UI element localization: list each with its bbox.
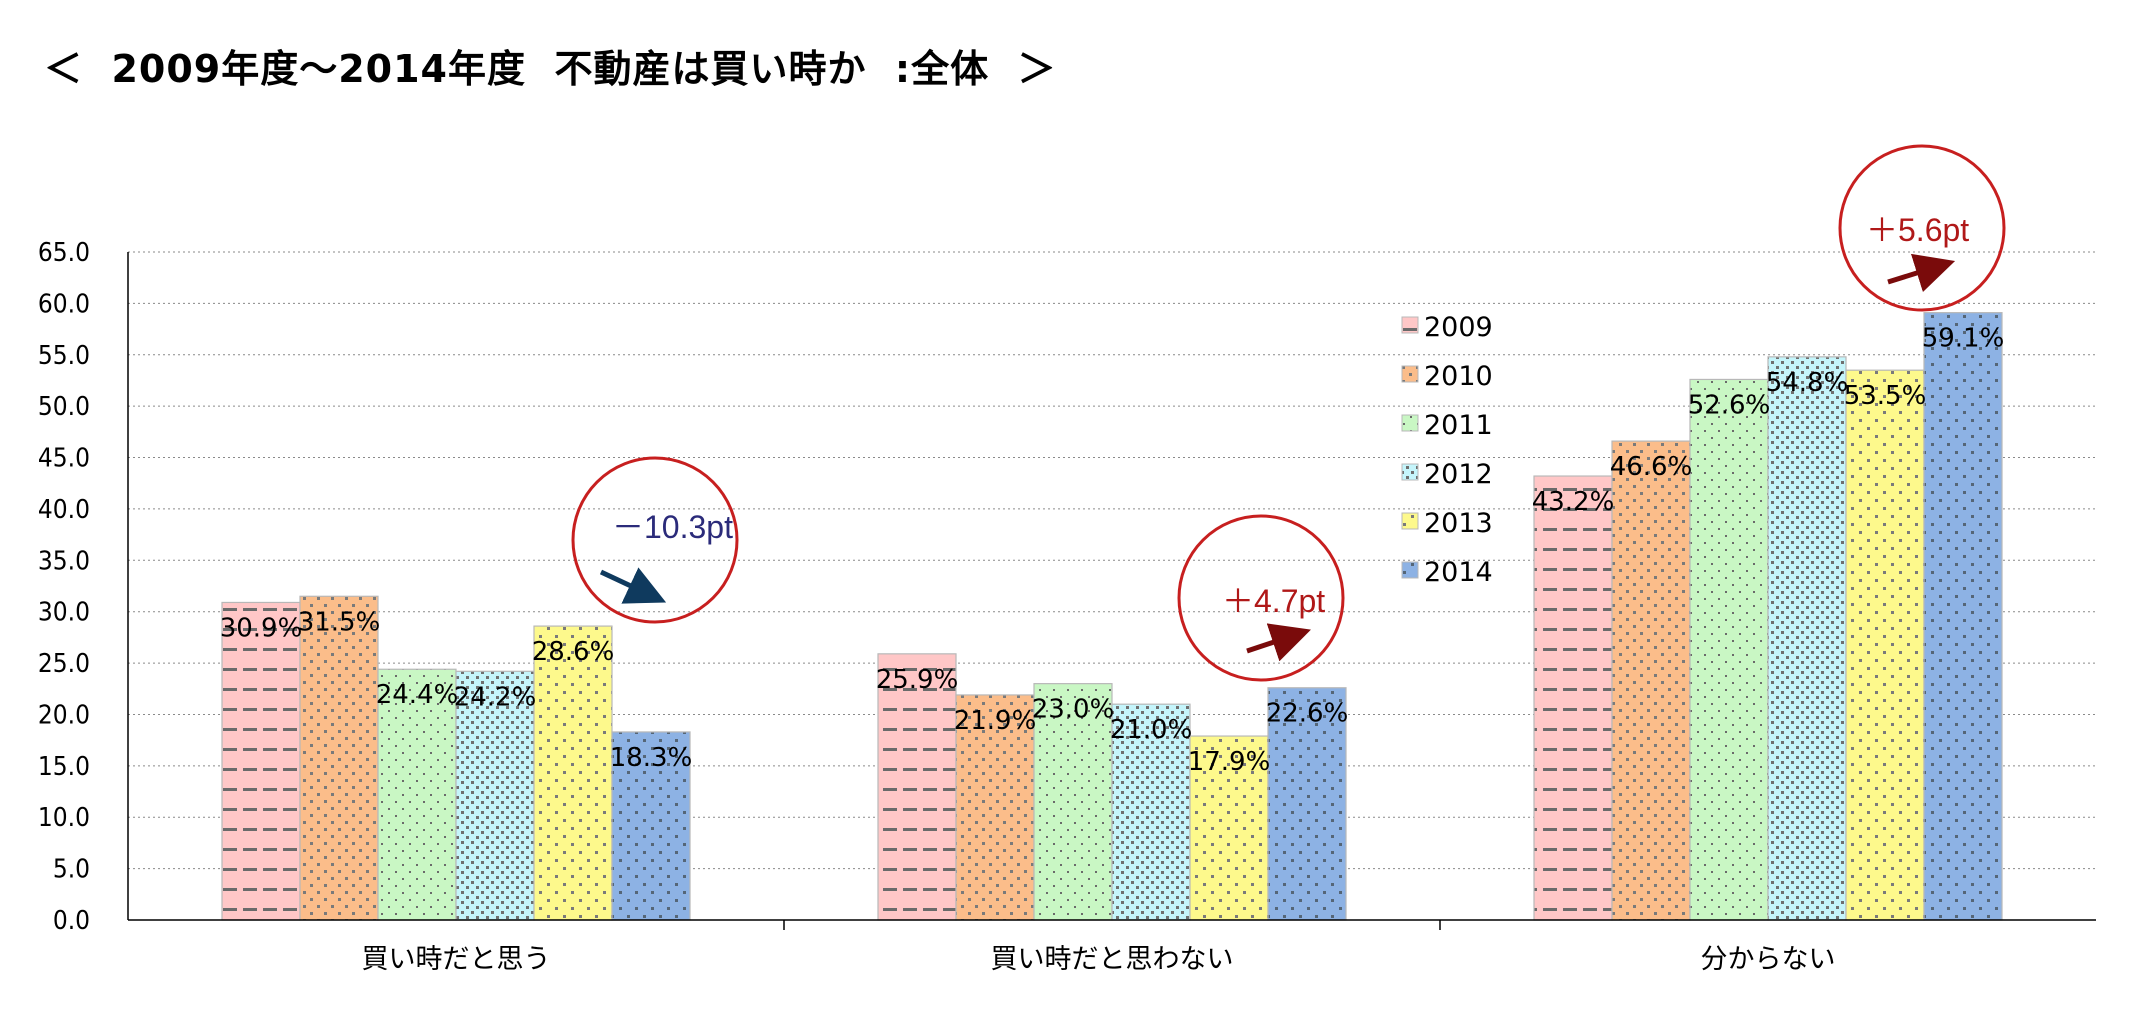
data-label-2011-2: 52.6% [1688, 390, 1771, 420]
bar-2010-0 [299, 595, 379, 921]
legend-label-2013: 2013 [1424, 508, 1493, 539]
bar-2011-1 [1033, 683, 1113, 921]
legend-swatch-2010 [1401, 365, 1419, 383]
annotation-circle-2 [1838, 144, 2006, 312]
y-tick-label: 45.0 [38, 444, 90, 474]
legend-swatch-2013 [1401, 512, 1419, 530]
annotation-arrow-0 [599, 567, 667, 604]
category-label-1: 買い時だと思わない [991, 944, 1234, 975]
data-label-2013-1: 17.9% [1188, 747, 1271, 777]
annotation-arrow-1 [1246, 623, 1311, 662]
bar-2012-0 [455, 670, 535, 921]
annotation-circle-1 [1177, 514, 1345, 682]
y-tick-label: 0.0 [53, 906, 90, 936]
data-label-2010-0: 31.5% [298, 607, 381, 637]
bar-2014-1 [1267, 687, 1347, 921]
page-title: ＜ 2009年度～2014年度 不動産は買い時か :全体 ＞ [44, 47, 1057, 91]
data-label-2014-2: 59.1% [1922, 324, 2005, 354]
data-label-2011-0: 24.4% [376, 680, 459, 710]
legend-swatch-2014 [1401, 561, 1419, 579]
data-label-2009-2: 43.2% [1532, 487, 1615, 517]
legend-label-2010: 2010 [1424, 361, 1493, 392]
data-label-2012-1: 21.0% [1110, 715, 1193, 745]
data-label-2010-2: 46.6% [1610, 452, 1693, 482]
bar-2009-0 [221, 601, 301, 921]
y-tick-label: 30.0 [38, 598, 90, 628]
data-label-2012-2: 54.8% [1766, 368, 1849, 398]
y-tick-label: 15.0 [38, 752, 90, 782]
bar-2012-2 [1767, 356, 1847, 921]
data-label-2009-1: 25.9% [876, 665, 959, 695]
y-tick-label: 35.0 [38, 546, 90, 576]
legend-label-2009: 2009 [1424, 312, 1493, 343]
y-tick-label: 20.0 [38, 700, 90, 730]
legend-label-2011: 2011 [1424, 410, 1493, 441]
bar-2013-1 [1189, 735, 1269, 921]
data-label-2012-0: 24.2% [454, 682, 537, 712]
category-label-0: 買い時だと思う [362, 944, 551, 975]
y-tick-label: 50.0 [38, 392, 90, 422]
bar-2013-2 [1845, 369, 1925, 921]
annotation-text-0: －10.3pt [612, 509, 733, 545]
legend-swatch-2009 [1401, 316, 1419, 334]
bar-2009-2 [1533, 475, 1613, 921]
y-tick-label: 40.0 [38, 495, 90, 525]
data-label-2013-0: 28.6% [532, 637, 615, 667]
bar-2012-1 [1111, 703, 1191, 921]
bar-2014-2 [1923, 312, 2003, 921]
bar-2013-0 [533, 625, 613, 921]
bar-2010-1 [955, 694, 1035, 921]
y-tick-label: 60.0 [38, 289, 90, 319]
y-tick-label: 10.0 [38, 803, 90, 833]
data-label-2011-1: 23.0% [1032, 695, 1115, 725]
data-label-2009-0: 30.9% [220, 613, 303, 643]
data-label-2014-0: 18.3% [610, 743, 693, 773]
data-label-2010-1: 21.9% [954, 706, 1037, 736]
legend-label-2012: 2012 [1424, 459, 1493, 490]
y-tick-label: 5.0 [53, 855, 90, 885]
legend-swatch-2012 [1401, 463, 1419, 481]
bar-2011-2 [1689, 378, 1769, 921]
data-label-2013-2: 53.5% [1844, 381, 1927, 411]
bar-2014-0 [611, 731, 691, 921]
annotation-arrow-2 [1887, 253, 1956, 293]
legend-swatch-2011 [1401, 414, 1419, 432]
data-label-2014-1: 22.6% [1266, 699, 1349, 729]
bar-2010-2 [1611, 440, 1691, 921]
annotation-text-2: ＋5.6pt [1866, 212, 1969, 248]
category-label-2: 分からない [1701, 944, 1836, 975]
annotation-text-1: ＋4.7pt [1222, 583, 1325, 619]
annotation-circle-0 [571, 456, 739, 624]
legend-label-2014: 2014 [1424, 557, 1493, 588]
y-tick-label: 65.0 [38, 238, 90, 268]
y-tick-label: 55.0 [38, 341, 90, 371]
y-tick-label: 25.0 [38, 649, 90, 679]
